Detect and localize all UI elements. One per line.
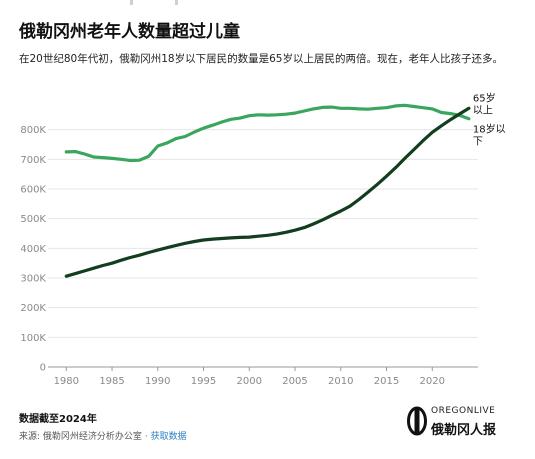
top-strip-mark <box>175 0 178 5</box>
series-end-label: 18岁以 <box>473 123 506 136</box>
chart-subtitle: 在20世纪80年代初，俄勒冈州18岁以下居民的数量是65岁以上居民的两倍。现在，… <box>19 53 503 65</box>
brand-top-text: OREGONLIVE <box>431 406 496 416</box>
x-tick-label: 2020 <box>420 376 445 387</box>
y-tick-label: 200K <box>20 303 46 314</box>
x-tick-label: 1995 <box>191 376 216 387</box>
y-tick-label: 500K <box>20 214 46 225</box>
y-tick-label: 400K <box>20 244 46 255</box>
series-end-label: 65岁 <box>473 91 496 104</box>
y-tick-label: 300K <box>20 274 46 285</box>
y-tick-label: 0 <box>40 363 46 374</box>
oregonian-o-logo-icon <box>407 406 427 436</box>
series-line-1 <box>64 106 471 278</box>
brand-logo-block[interactable]: OREGONLIVE 俄勒冈人报 <box>407 405 527 445</box>
y-tick-label: 100K <box>20 333 46 344</box>
y-tick-label: 800K <box>20 125 46 136</box>
series-line-0 <box>64 103 471 163</box>
brand-name: 俄勒冈人报 <box>431 423 497 438</box>
line-chart: 0 100K 200K 300K 400K 500K 600K 700K 800K 1980 198… <box>20 91 506 387</box>
top-strip <box>0 0 535 8</box>
x-tick-label: 1985 <box>99 376 124 387</box>
x-tick-label: 2015 <box>374 376 399 387</box>
x-tick-label: 2010 <box>328 376 353 387</box>
top-strip-mark <box>130 0 133 5</box>
x-tick-label: 2005 <box>282 376 307 387</box>
y-tick-label: 600K <box>20 185 46 196</box>
get-data-link[interactable]: 获取数据 <box>150 432 187 442</box>
source-org: 俄勒冈州经济分析办公室 <box>42 432 142 442</box>
series-end-label: 下 <box>473 137 483 148</box>
x-tick-label: 2000 <box>237 376 262 387</box>
source-prefix: 来源: <box>19 432 41 442</box>
chart-title: 俄勒冈州老年人数量超过儿童 <box>19 22 240 42</box>
source-separator: · <box>144 432 148 442</box>
data-note: 数据截至2024年 <box>19 414 97 425</box>
series-end-label: 以上 <box>473 104 493 116</box>
x-tick-label: 1990 <box>145 376 170 387</box>
x-tick-label: 1980 <box>54 376 79 387</box>
source-line: 来源: 俄勒冈州经济分析办公室 · 获取数据 <box>19 429 187 442</box>
y-tick-label: 700K <box>20 155 46 166</box>
